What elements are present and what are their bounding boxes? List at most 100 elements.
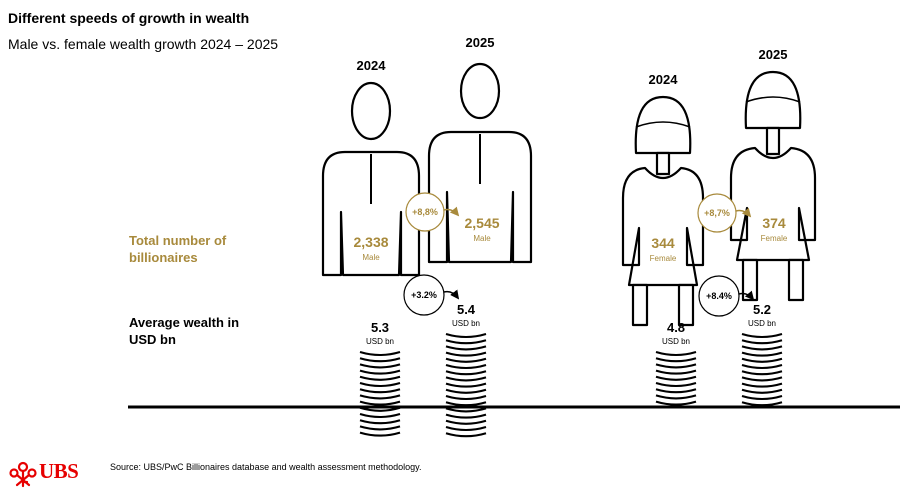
figure-female-2024-dress bbox=[621, 166, 705, 287]
coin-stack-female-2024-coin bbox=[655, 363, 697, 369]
coin-stack-male-2024 bbox=[359, 348, 401, 442]
coin-stack-male-2024-coin bbox=[359, 419, 401, 425]
coin-stack-male-2025-coin bbox=[445, 388, 487, 394]
coin-stack-male-2024-coin bbox=[359, 388, 401, 394]
bubble-wealth-male bbox=[403, 274, 445, 316]
gender-label-female-2024: Female bbox=[649, 254, 677, 263]
coin-stack-male-2025-coin bbox=[445, 345, 487, 351]
coin-stack-female-2024-coin bbox=[655, 350, 697, 357]
arrow-wealth-male bbox=[443, 289, 460, 300]
figure-male-2025-head bbox=[459, 62, 501, 120]
coin-stack-male-2025-coin bbox=[445, 382, 487, 388]
avg-wealth-unit-male-2024: USD bn bbox=[365, 337, 395, 346]
change-wealth-female: +8.4% bbox=[706, 291, 732, 301]
change-billionaires-female: +8,7% bbox=[704, 208, 730, 218]
avg-wealth-male-2025: 5.4 bbox=[456, 302, 476, 317]
coin-stack-female-2025-coin bbox=[741, 351, 783, 357]
coin-stack-male-2025-coin bbox=[445, 413, 487, 419]
figure-female-2024-hair bbox=[634, 95, 692, 155]
avg-wealth-unit-female-2024: USD bn bbox=[661, 337, 691, 346]
bubble-billionaires-female bbox=[697, 193, 737, 233]
coin-stack-male-2024-coin bbox=[359, 375, 401, 381]
figure-male-2024-head bbox=[350, 81, 392, 141]
coin-stack-male-2025-coin bbox=[445, 425, 487, 432]
row-label-wealth: Average wealth in USD bn bbox=[129, 314, 239, 348]
coin-stack-female-2024-coin bbox=[655, 357, 697, 363]
bubble-wealth-female bbox=[698, 275, 740, 317]
figure-female-2025 bbox=[729, 70, 817, 302]
billionaires-male-2024: 2,338 bbox=[353, 234, 389, 250]
figure-female-2025-fringe bbox=[745, 96, 801, 103]
arrow-layer bbox=[403, 192, 755, 317]
figure-female-2025-leg-left bbox=[741, 258, 759, 302]
chart-subtitle: Male vs. female wealth growth 2024 – 202… bbox=[8, 36, 279, 52]
coin-stack-male-2024-coin bbox=[359, 400, 401, 406]
ubs-logo-text: UBS bbox=[39, 459, 79, 483]
row-label-billionaires-line1: Total number of bbox=[129, 233, 227, 248]
coin-stack-male-2024-mask bbox=[359, 348, 401, 442]
arrow-wealth-female bbox=[738, 290, 755, 301]
coin-stack-male-2024-coin bbox=[359, 412, 401, 419]
avg-wealth-male-2024: 5.3 bbox=[370, 320, 390, 335]
billionaires-female-2025: 374 bbox=[762, 215, 786, 231]
figure-layer bbox=[321, 62, 817, 327]
arrow-billionaires-male bbox=[443, 206, 460, 217]
change-wealth-male: +3.2% bbox=[411, 290, 437, 300]
coin-stack-male-2024-coin bbox=[359, 425, 401, 431]
coin-stack-male-2025-coin bbox=[445, 357, 487, 363]
coin-stack-male-2024-coin bbox=[359, 363, 401, 369]
coin-stack-female-2025-coin bbox=[741, 388, 783, 394]
arrow-billionaires-female bbox=[735, 207, 752, 218]
coin-stack-female-2025-coin bbox=[741, 376, 783, 382]
coin-stack-male-2024-coin bbox=[359, 369, 401, 375]
figure-female-2024 bbox=[621, 95, 705, 327]
row-label-billionaires-line2: billionaires bbox=[129, 250, 198, 265]
year-label-female-2024: 2024 bbox=[648, 72, 678, 87]
coin-stack-male-2024-coin bbox=[359, 406, 401, 412]
coin-stack-female-2024-coin bbox=[655, 375, 697, 381]
figure-male-2024-torso bbox=[321, 150, 421, 277]
coin-stack-female-2025-coin bbox=[741, 401, 783, 407]
coin-stack-female-2025-coin bbox=[741, 363, 783, 370]
gender-label-male-2024: Male bbox=[362, 253, 380, 262]
gender-label-female-2025: Female bbox=[760, 234, 788, 243]
figure-female-2024-leg-right bbox=[677, 283, 695, 327]
coin-stack-male-2025-coin bbox=[445, 401, 487, 407]
ubs-keys-logo-icon bbox=[9, 461, 37, 488]
coin-stack-male-2025-coin bbox=[445, 332, 487, 339]
coin-stack-female-2024-coin bbox=[655, 369, 697, 375]
year-label-male-2024: 2024 bbox=[356, 58, 386, 73]
coin-stack-male-2025-coin bbox=[445, 363, 487, 370]
coin-stack-male-2025-coin bbox=[445, 370, 487, 376]
change-billionaires-male: +8,8% bbox=[412, 207, 438, 217]
coin-stack-male-2025-coin bbox=[445, 339, 487, 345]
coin-stack-male-2025-coin bbox=[445, 407, 487, 413]
coin-stack-female-2025-coin bbox=[741, 339, 783, 345]
coin-stack-male-2024-coin bbox=[359, 381, 401, 388]
coin-stack-male-2025-coin bbox=[445, 394, 487, 401]
figure-male-2025-torso bbox=[427, 130, 533, 264]
avg-wealth-unit-male-2025: USD bn bbox=[451, 319, 481, 328]
year-label-female-2025: 2025 bbox=[758, 47, 788, 62]
coin-stack-male-2025-coin bbox=[445, 351, 487, 357]
coin-stack-female-2025-coin bbox=[741, 394, 783, 401]
avg-wealth-unit-female-2025: USD bn bbox=[747, 319, 777, 328]
coin-stack-male-2024-coin bbox=[359, 350, 401, 357]
row-label-wealth-line2: USD bn bbox=[129, 332, 176, 347]
coin-stack-female-2024-coin bbox=[655, 388, 697, 394]
coin-stack-male-2025 bbox=[445, 330, 487, 442]
coin-stack-female-2025-coin bbox=[741, 345, 783, 351]
billionaires-female-2024: 344 bbox=[651, 235, 675, 251]
coin-stack-female-2024-coin bbox=[655, 400, 697, 406]
coin-stack-female-2025-coin bbox=[741, 382, 783, 388]
bubble-billionaires-male bbox=[405, 192, 445, 232]
coin-stack-female-2025-coin bbox=[741, 332, 783, 339]
row-label-billionaires: Total number of billionaires bbox=[129, 232, 226, 266]
figure-female-2025-neck bbox=[765, 126, 781, 156]
row-label-wealth-line1: Average wealth in bbox=[129, 315, 240, 330]
coin-stack-female-2024-coin bbox=[655, 394, 697, 400]
coin-stack-female-2025 bbox=[741, 330, 783, 413]
coin-stack-female-2025-coin bbox=[741, 370, 783, 376]
chart-title: Different speeds of growth in wealth bbox=[8, 10, 250, 26]
